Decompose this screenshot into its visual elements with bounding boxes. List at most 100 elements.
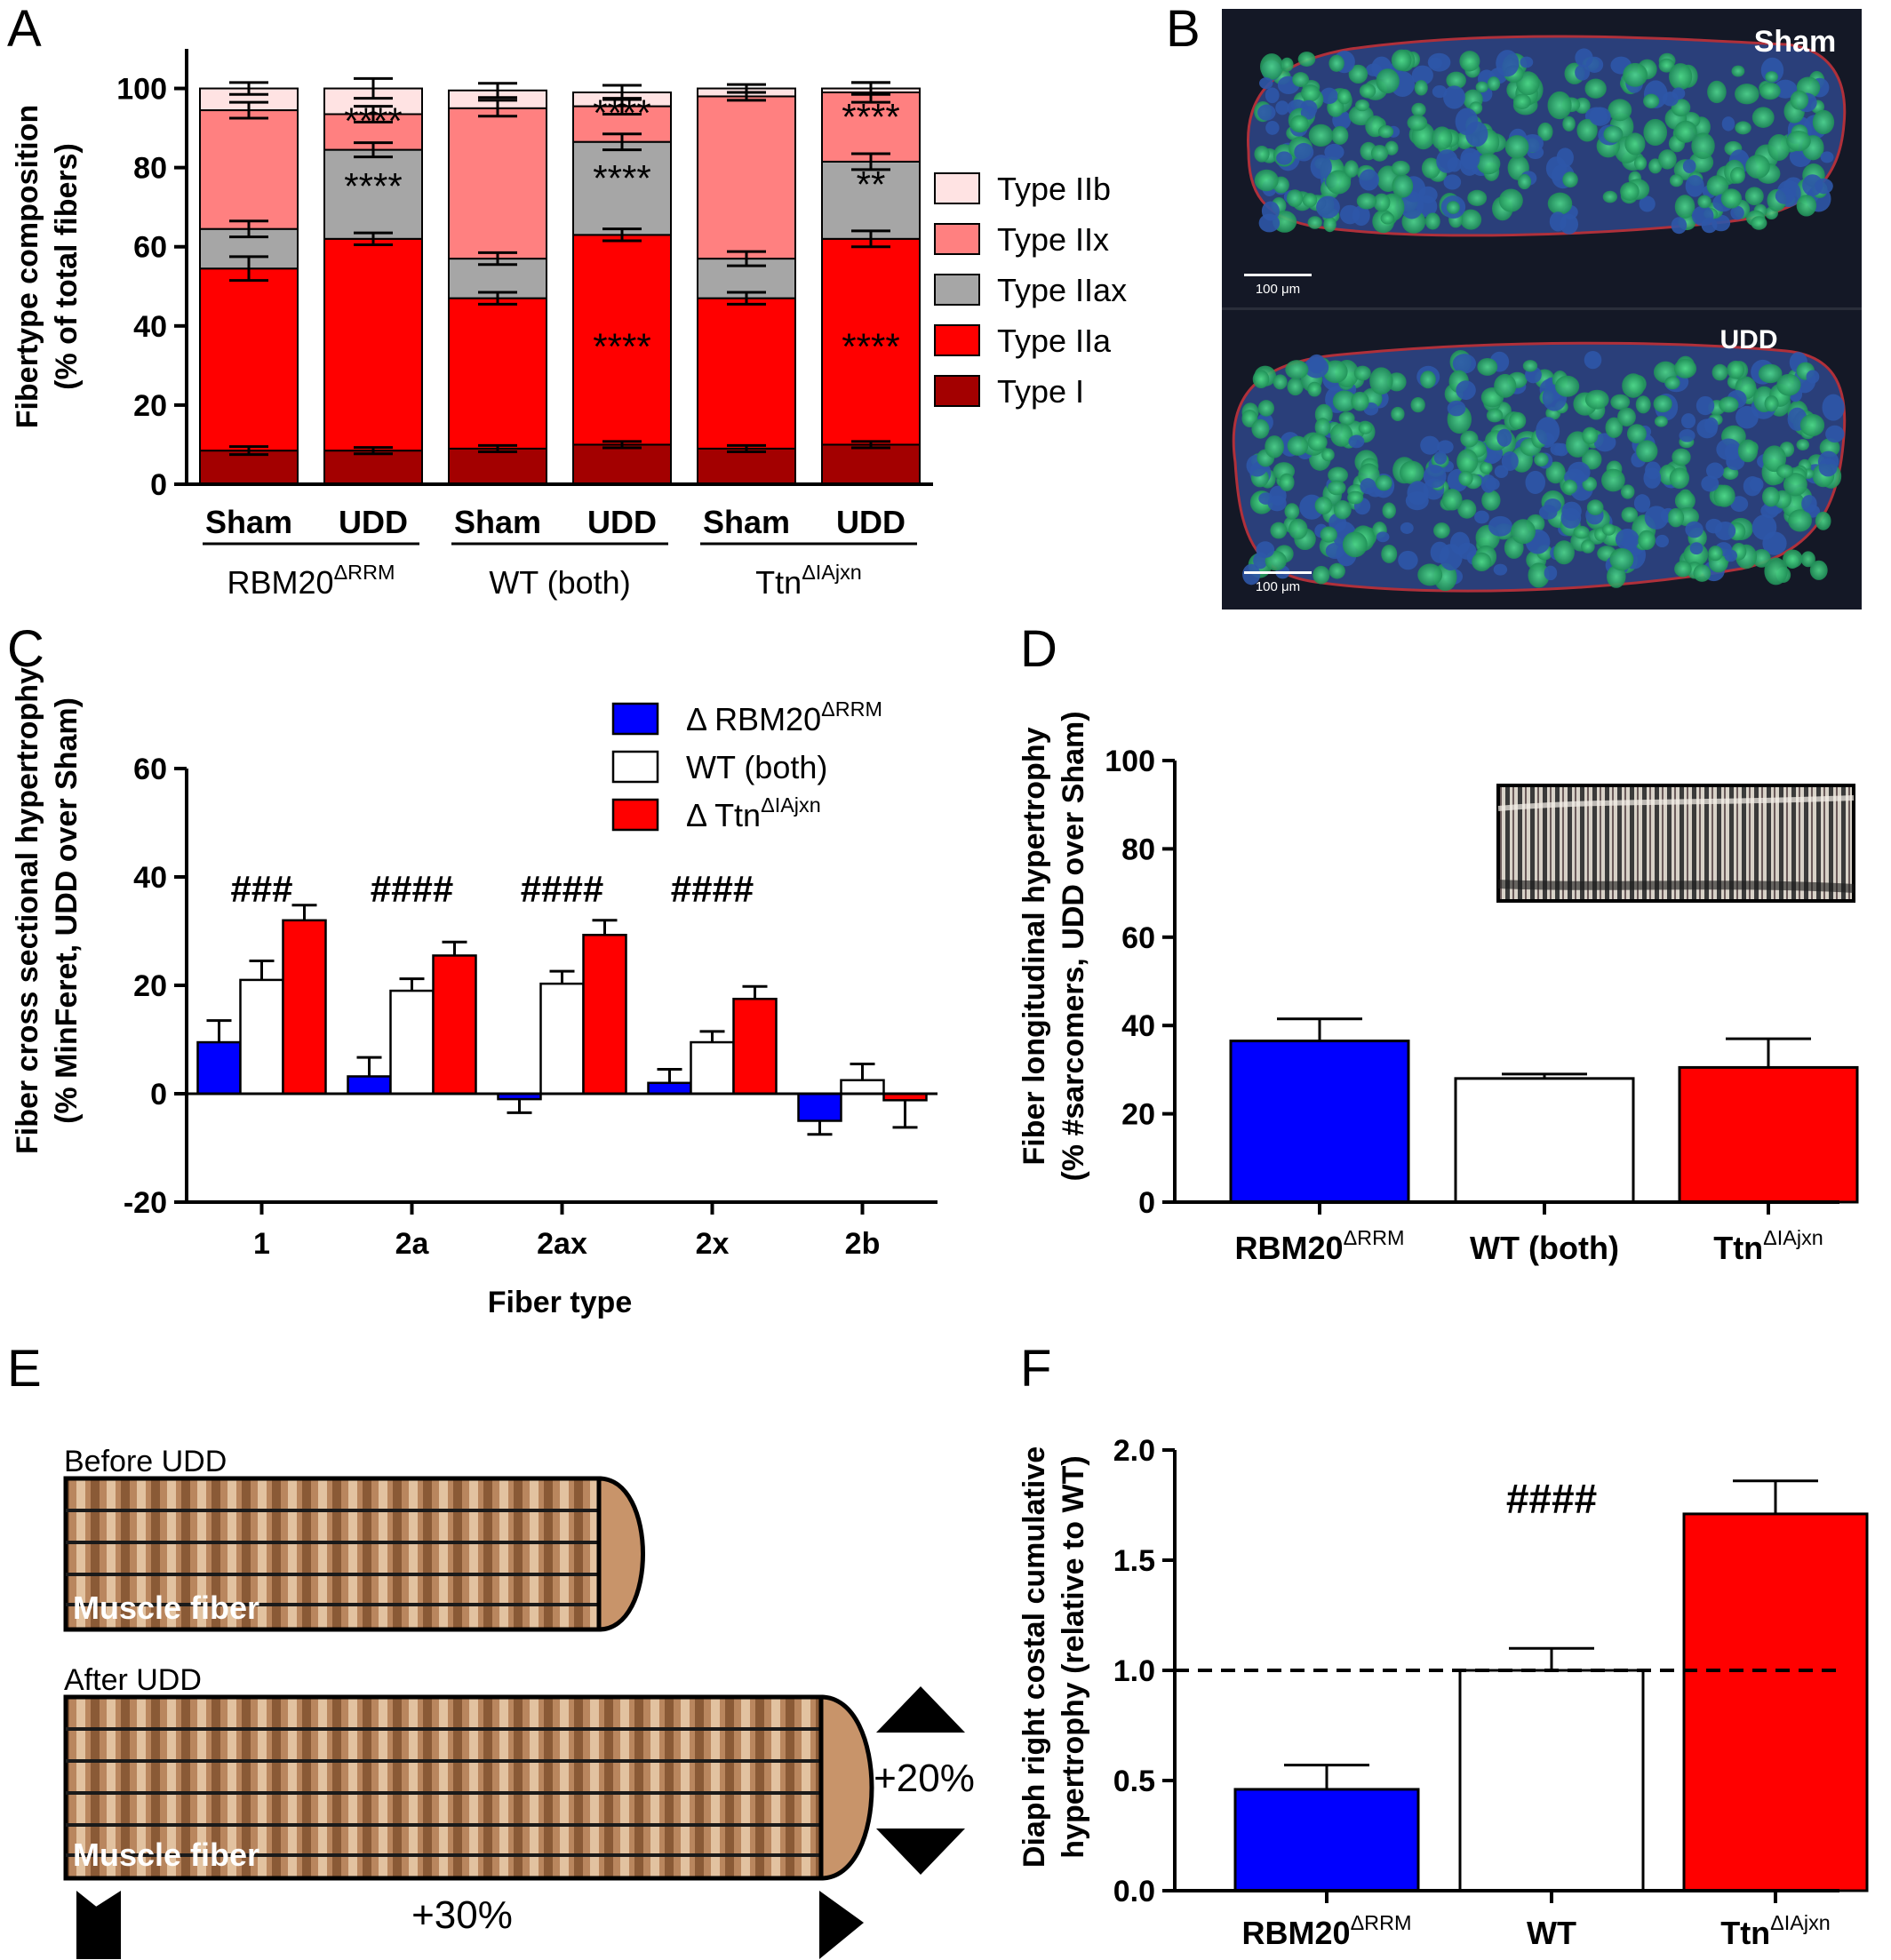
muscle-fiber-cell <box>1437 440 1454 454</box>
panel-label-f: F <box>1020 1340 1051 1398</box>
length-arrow-left-head <box>76 1891 121 1959</box>
muscle-fiber-cell <box>1749 477 1764 492</box>
muscle-fiber-cell <box>1512 93 1531 109</box>
muscle-fiber-cell <box>1501 451 1519 471</box>
muscle-fiber-cell <box>1447 400 1466 417</box>
muscle-fiber-cell <box>1359 169 1379 191</box>
muscle-fiber-cell <box>1325 543 1344 560</box>
muscle-fiber-cell <box>1424 212 1440 230</box>
muscle-fiber-cell <box>1719 396 1739 413</box>
muscle-fiber-cell <box>1767 133 1791 162</box>
muscle-fiber-cell <box>1310 155 1332 179</box>
muscle-fiber-cell <box>1705 462 1724 480</box>
muscle-fiber-cell <box>1751 216 1767 230</box>
muscle-fiber-cell <box>1328 466 1348 483</box>
muscle-fiber-cell <box>1481 490 1501 511</box>
muscle-fiber-cell <box>1538 505 1558 520</box>
muscle-fiber-cell <box>1321 448 1335 462</box>
f-significance: #### <box>1506 1476 1597 1522</box>
c-legend-label-name: WT (both) <box>686 749 827 785</box>
muscle-fiber-cell <box>1556 147 1574 168</box>
muscle-fiber-cell <box>1697 195 1711 209</box>
muscle-fiber-cell <box>1326 170 1352 195</box>
panel-b-micrograph: Sham UDD 100 μm 100 μm <box>1222 9 1862 610</box>
muscle-fiber-cell <box>1480 461 1493 474</box>
a-legend-label: Type IIx <box>997 221 1109 258</box>
muscle-fiber-cell <box>1788 509 1812 532</box>
a-group-label-sup: ΔRRM <box>334 561 395 584</box>
muscle-fiber-cell <box>1751 107 1775 128</box>
muscle-fiber-cell <box>1654 416 1668 427</box>
a-legend-swatch <box>934 172 980 204</box>
muscle-fiber-cell <box>1307 216 1322 229</box>
muscle-fiber-cell <box>1443 174 1462 190</box>
muscle-fiber-cell <box>1555 375 1580 397</box>
micrograph-divider <box>1222 307 1862 310</box>
muscle-fiber-cell <box>1562 116 1576 131</box>
muscle-fiber-cell <box>1796 439 1809 450</box>
scale-label-top: 100 μm <box>1256 282 1300 297</box>
a-group-label: WT (both) <box>489 564 630 601</box>
muscle-fiber-cell <box>1758 363 1783 384</box>
muscle-fiber-cell <box>1796 195 1817 217</box>
panel-label-c: C <box>7 620 44 678</box>
muscle-fiber-cell <box>1820 151 1834 163</box>
muscle-fiber-cell <box>1456 380 1476 400</box>
muscle-fiber-cell <box>1477 357 1498 376</box>
width-arrow-down <box>876 1829 965 1875</box>
a-bar-type-i <box>572 443 672 486</box>
panel-a-stacked-chart: Fibertype composition (% of total fibers… <box>11 49 1127 601</box>
muscle-fiber-cell <box>1549 211 1567 232</box>
muscle-fiber-cell <box>1730 205 1744 220</box>
muscle-fiber-cell <box>1279 473 1295 491</box>
d-ytick-label: 20 <box>1121 1098 1155 1132</box>
muscle-fiber-cell <box>1633 155 1648 171</box>
muscle-fiber-cell <box>1721 116 1735 131</box>
muscle-fiber-cell <box>1300 106 1316 120</box>
before-udd-label: Before UDD <box>64 1445 227 1478</box>
muscle-fiber-cell <box>1267 495 1287 512</box>
length-arrow-right <box>819 1891 864 1959</box>
muscle-fiber-cell <box>1605 417 1624 439</box>
a-group-label-name: WT (both) <box>489 564 630 601</box>
muscle-fiber-cell <box>1476 153 1501 175</box>
muscle-fiber-cell <box>1493 563 1508 576</box>
fiber-label-after: Muscle fiber <box>73 1837 259 1873</box>
muscle-fiber-cell <box>1420 370 1436 389</box>
muscle-fiber-cell <box>1643 467 1662 489</box>
d-bar <box>1678 1065 1859 1204</box>
a-legend-label: Type I <box>997 373 1084 410</box>
muscle-fiber-cell <box>1380 212 1395 225</box>
muscle-fiber-cell <box>1582 449 1602 470</box>
muscle-fiber-cell <box>1297 52 1316 67</box>
fiber-after-end-cap <box>818 1694 874 1881</box>
a-bar-type-iia <box>572 234 672 446</box>
d-category-label: RBM20ΔRRM <box>1235 1226 1405 1266</box>
muscle-fiber-cell <box>1400 522 1414 534</box>
muscle-fiber-cell <box>1562 479 1577 495</box>
c-bar <box>840 1079 885 1096</box>
d-ytick-label: 80 <box>1121 833 1155 866</box>
d-category-label-name: RBM20 <box>1235 1230 1344 1266</box>
muscle-fiber-cell <box>1391 406 1405 422</box>
d-category-label-sup: ΔRRM <box>1344 1226 1405 1249</box>
a-legend-swatch <box>934 375 980 407</box>
c-bar <box>732 998 778 1096</box>
a-significance: **** <box>344 165 402 207</box>
muscle-fiber-cell <box>1382 502 1396 519</box>
muscle-fiber-cell <box>1689 542 1703 555</box>
muscle-fiber-cell <box>1381 544 1398 563</box>
muscle-fiber-cell <box>1744 187 1764 206</box>
d-ytick-label: 40 <box>1121 1009 1155 1043</box>
muscle-fiber-cell <box>1608 99 1632 122</box>
muscle-fiber-cell <box>1685 521 1703 538</box>
muscle-fiber-cell <box>1693 564 1711 582</box>
muscle-fiber-cell <box>1735 84 1759 105</box>
f-category-label-name: Ttn <box>1720 1915 1770 1951</box>
a-significance: **** <box>593 325 650 367</box>
muscle-fiber-cell <box>1509 411 1527 430</box>
muscle-fiber-cell <box>1411 102 1426 117</box>
muscle-fiber-cell <box>1711 363 1728 381</box>
muscle-fiber-cell <box>1674 561 1692 578</box>
muscle-fiber-cell <box>1314 418 1331 437</box>
